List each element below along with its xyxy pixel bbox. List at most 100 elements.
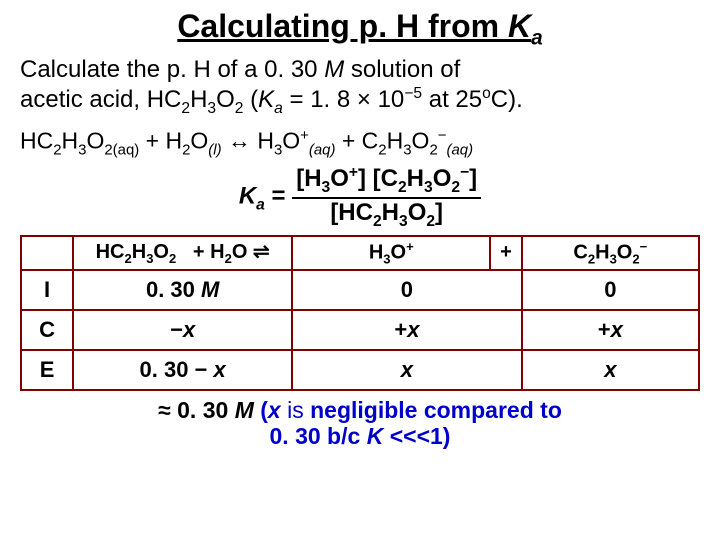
- h3a: C: [573, 241, 587, 263]
- n-d: H: [407, 165, 424, 192]
- h2s1: 3: [383, 251, 390, 266]
- prompt-exp: −5: [404, 85, 422, 102]
- prompt-1a: Calculate the p. H of a 0. 30: [20, 56, 324, 83]
- h3b: H: [595, 241, 609, 263]
- prompt-2g: C).: [491, 86, 523, 113]
- I1M: M: [201, 277, 219, 302]
- problem-prompt: Calculate the p. H of a 0. 30 M solution…: [20, 56, 700, 118]
- ap-d: negligible compared to: [304, 397, 562, 423]
- ice-table: HC2H3O2 + H2O ⇌ H3O+ + C2H3O2− I 0. 30 M…: [20, 235, 700, 391]
- ka-expression: Ka = [H3O+] [C2H3O2−] [HC2H3O2]: [20, 164, 700, 231]
- d-b: H: [382, 199, 399, 226]
- r-c: O: [86, 127, 104, 153]
- h2a: H: [369, 241, 383, 263]
- ap-K: K: [367, 423, 384, 449]
- n-b: O: [330, 165, 349, 192]
- label-C: C: [21, 310, 73, 350]
- slide-container: Calculating p. H from Ka Calculate the p…: [0, 0, 720, 457]
- C2a: +: [394, 317, 407, 342]
- d-s1: 2: [373, 213, 382, 230]
- h1s3: 2: [169, 251, 176, 266]
- r-arr: ↔ H: [222, 127, 274, 153]
- E1x: x: [214, 357, 226, 382]
- r-plus: +: [300, 127, 309, 144]
- r-e: O: [190, 127, 208, 153]
- r-aq3: (aq): [446, 141, 473, 158]
- r-aq2: (aq): [309, 141, 336, 158]
- hdr-empty: [21, 236, 73, 270]
- prompt-K: K: [258, 86, 274, 113]
- r-d: + H: [139, 127, 182, 153]
- n-s3: 3: [424, 179, 433, 196]
- n-m: −: [460, 164, 469, 181]
- r-a: HC: [20, 127, 53, 153]
- n-c: ] [C: [358, 165, 398, 192]
- I-3: 0: [522, 270, 699, 310]
- prompt-M: M: [324, 56, 344, 83]
- ice-row-C: C −x +x +x: [21, 310, 699, 350]
- title-text: Calculating p. H from: [177, 8, 508, 44]
- C-1: −x: [73, 310, 292, 350]
- E-2: x: [292, 350, 521, 390]
- ka-K: K: [239, 183, 256, 210]
- ap-b: (: [254, 397, 268, 423]
- reaction-equation: HC2H3O2(aq) + H2O(l) ↔ H3O+(aq) + C2H3O2…: [20, 127, 700, 158]
- E-1: 0. 30 − x: [73, 350, 292, 390]
- ice-header-row: HC2H3O2 + H2O ⇌ H3O+ + C2H3O2−: [21, 236, 699, 270]
- ka-num: [H3O+] [C2H3O2−]: [292, 164, 481, 199]
- title-sub-a: a: [531, 26, 543, 49]
- h-plus-b: O ⇌: [232, 241, 270, 263]
- prompt-2f: at 25: [422, 86, 482, 113]
- ap-g: ): [443, 423, 451, 449]
- slide-title: Calculating p. H from Ka: [20, 8, 700, 50]
- n-s1: 3: [322, 179, 331, 196]
- r-s7: 2: [429, 141, 437, 158]
- h1a: HC: [96, 241, 125, 263]
- hdr-species-3: C2H3O2−: [522, 236, 699, 270]
- h1s1: 2: [125, 251, 132, 266]
- C-2: +x: [292, 310, 521, 350]
- r-i: O: [412, 127, 430, 153]
- hdr-plus-2: +: [490, 236, 521, 270]
- hdr-species-1: HC2H3O2 + H2O ⇌: [73, 236, 292, 270]
- ap-e: 0. 30 b/c: [270, 423, 367, 449]
- ap-f: <<<1: [383, 423, 442, 449]
- n-s4: 2: [451, 179, 460, 196]
- prompt-s2: 3: [207, 100, 216, 117]
- label-I: I: [21, 270, 73, 310]
- C3x: x: [611, 317, 623, 342]
- hdr-species-2: H3O+: [292, 236, 490, 270]
- I-1: 0. 30 M: [73, 270, 292, 310]
- ka-den: [HC2H3O2]: [292, 199, 481, 231]
- prompt-1b: solution of: [344, 56, 460, 83]
- ka-a: a: [256, 196, 265, 213]
- prompt-2e: = 1. 8 × 10: [283, 86, 404, 113]
- E1a: 0. 30 −: [140, 357, 214, 382]
- r-f: O: [282, 127, 300, 153]
- h2b: O: [391, 241, 407, 263]
- C-3: +x: [522, 310, 699, 350]
- h3s3: 2: [632, 251, 639, 266]
- h-plus: + H: [193, 241, 225, 263]
- r-s6: 3: [403, 141, 411, 158]
- ap-x: x: [268, 397, 281, 423]
- C1a: −: [170, 317, 183, 342]
- r-s5: 2: [378, 141, 386, 158]
- C2x: x: [407, 317, 419, 342]
- h-ps: 2: [225, 251, 232, 266]
- h3c: O: [617, 241, 633, 263]
- prompt-2d: (: [243, 86, 258, 113]
- r-s1: 2: [53, 141, 61, 158]
- prompt-2b: H: [190, 86, 207, 113]
- C3a: +: [598, 317, 611, 342]
- prompt-deg: o: [482, 85, 491, 102]
- d-c: O: [408, 199, 427, 226]
- d-d: ]: [435, 199, 443, 226]
- I1a: 0. 30: [146, 277, 201, 302]
- h2p: +: [406, 239, 414, 254]
- r-l: (l): [208, 141, 221, 158]
- n-a: [H: [296, 165, 321, 192]
- n-s2: 2: [398, 179, 407, 196]
- ap-sym: ≈: [158, 397, 171, 423]
- E-3: x: [522, 350, 699, 390]
